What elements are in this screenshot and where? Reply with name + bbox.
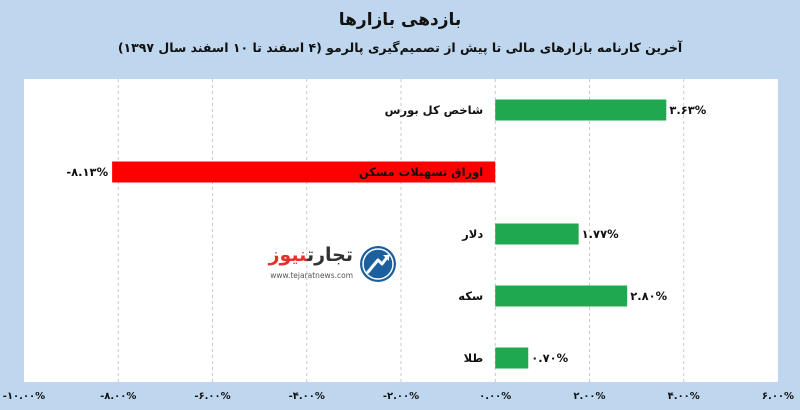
- tejaratnews-logo: تجارتنیوز www.tejaratnews.com: [255, 244, 397, 286]
- chart-title: بازدهی بازارها: [338, 10, 462, 30]
- data-label: ۳.۶۳%: [669, 103, 706, 117]
- data-label: ۱.۷۷%: [582, 227, 619, 241]
- chart-subtitle: آخرین کارنامه بازارهای مالی تا پیش از تص…: [117, 40, 683, 55]
- x-tick-label: ۰.۰۰%: [479, 391, 511, 402]
- data-label: ۲.۸۰%: [630, 289, 667, 303]
- category-label: اوراق تسهیلات مسکن: [359, 165, 483, 180]
- bar: [495, 223, 579, 245]
- category-label: شاخص کل بورس: [385, 103, 484, 118]
- category-label: دلار: [461, 227, 483, 241]
- category-label: طلا: [464, 351, 484, 365]
- x-tick-label: ۴.۰۰%: [668, 391, 700, 402]
- x-tick-label: -۴.۰۰%: [289, 391, 325, 402]
- logo-name: تجارتنیوز: [269, 244, 353, 266]
- bar: [495, 347, 529, 369]
- x-tick-label: -۲.۰۰%: [383, 391, 419, 402]
- x-tick-label: -۱۰.۰۰%: [3, 391, 45, 402]
- x-tick-label: ۲.۰۰%: [573, 391, 605, 402]
- logo-name-part1: تجارت: [306, 244, 353, 266]
- category-label: سکه: [458, 289, 483, 303]
- bar: [112, 161, 496, 183]
- x-tick-label: -۶.۰۰%: [194, 391, 230, 402]
- data-label: -۸.۱۳%: [66, 165, 108, 179]
- upward-arrow-circle-icon: [360, 246, 396, 282]
- logo-url: www.tejaratnews.com: [270, 271, 353, 280]
- data-label: ۰.۷۰%: [531, 351, 568, 365]
- bar: [495, 99, 667, 121]
- bar: [495, 285, 628, 307]
- x-tick-label: -۸.۰۰%: [100, 391, 136, 402]
- logo-name-part2: نیوز: [268, 244, 307, 266]
- x-tick-label: ۶.۰۰%: [762, 391, 794, 402]
